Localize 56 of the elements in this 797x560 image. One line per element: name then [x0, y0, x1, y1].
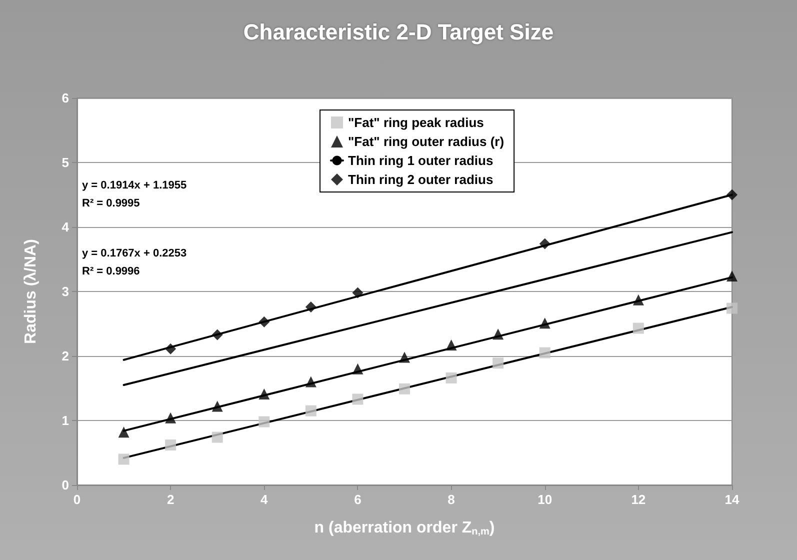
point — [726, 270, 738, 282]
point — [539, 318, 550, 329]
annotation: y = 0.1914x + 1.1955 — [82, 180, 187, 192]
x-tick-label: 12 — [631, 492, 646, 507]
y-tick-label: 1 — [62, 413, 69, 428]
point — [258, 388, 270, 400]
y-tick-label: 5 — [62, 155, 69, 170]
point — [305, 376, 316, 388]
point — [632, 294, 644, 306]
point — [165, 412, 176, 424]
point — [212, 432, 223, 443]
chart-title: Characteristic 2-D Target Size — [243, 20, 554, 44]
point — [632, 322, 644, 334]
x-tick-label: 6 — [354, 492, 362, 507]
y-tick-label: 0 — [62, 478, 69, 492]
point — [726, 302, 738, 314]
legend-label: Thin ring 2 outer radius — [348, 172, 494, 187]
x-tick-label: 0 — [73, 492, 81, 507]
point — [399, 383, 410, 394]
y-tick-label: 4 — [62, 220, 70, 234]
point — [539, 238, 550, 250]
point — [118, 426, 130, 438]
point — [305, 405, 316, 416]
point — [165, 343, 176, 354]
point — [212, 400, 223, 412]
point — [305, 301, 316, 312]
point — [165, 440, 176, 451]
y-axis-title: Radius (λ/NA) — [22, 239, 40, 344]
x-tick-label: 8 — [448, 492, 455, 507]
x-tick-label: 2 — [166, 492, 174, 507]
point — [446, 372, 457, 384]
legend-label: Thin ring 1 outer radius — [348, 153, 494, 168]
point — [352, 287, 364, 298]
legend-label: "Fat" ring peak radius — [348, 115, 484, 130]
point — [212, 329, 223, 340]
x-tick-label: 14 — [724, 492, 740, 507]
point — [258, 416, 270, 428]
y-tick-label: 6 — [62, 90, 69, 106]
x-tick-label: 4 — [260, 492, 269, 507]
point — [446, 340, 457, 351]
annotation: y = 0.1767x + 0.2253 — [82, 248, 187, 260]
legend-label: "Fat" ring outer radius (r) — [348, 134, 504, 149]
point — [492, 328, 504, 340]
point — [539, 347, 550, 358]
y-tick-label: 2 — [62, 348, 69, 364]
point — [399, 352, 410, 363]
point — [352, 363, 364, 374]
x-tick-label: 10 — [538, 492, 552, 507]
annotation: R² = 0.9995 — [82, 198, 140, 210]
point — [118, 454, 130, 465]
point — [492, 358, 504, 369]
annotation: R² = 0.9996 — [82, 266, 140, 278]
point — [726, 189, 738, 200]
y-tick-label: 3 — [62, 284, 69, 299]
point — [352, 394, 364, 405]
point — [258, 316, 270, 328]
